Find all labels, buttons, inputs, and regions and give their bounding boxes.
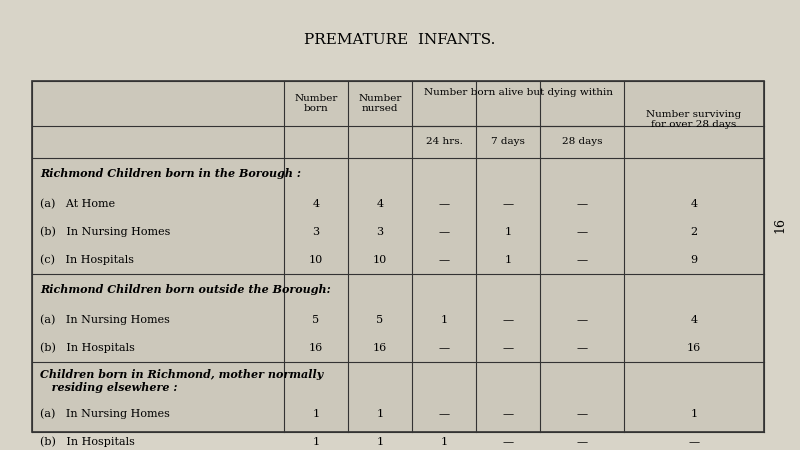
Text: 10: 10 bbox=[309, 255, 323, 265]
Text: 16: 16 bbox=[774, 217, 786, 233]
Text: 1: 1 bbox=[441, 437, 447, 447]
Text: (b)   In Hospitals: (b) In Hospitals bbox=[40, 342, 135, 353]
Text: 9: 9 bbox=[690, 255, 698, 265]
Text: —: — bbox=[577, 227, 587, 237]
Text: 16: 16 bbox=[687, 343, 701, 353]
Text: —: — bbox=[502, 409, 514, 419]
Text: (c)   In Hospitals: (c) In Hospitals bbox=[40, 254, 134, 265]
Text: 5: 5 bbox=[377, 315, 383, 325]
Text: 1: 1 bbox=[377, 437, 383, 447]
Text: —: — bbox=[438, 199, 450, 209]
Text: (a)   In Nursing Homes: (a) In Nursing Homes bbox=[40, 315, 170, 325]
Text: 16: 16 bbox=[373, 343, 387, 353]
Text: (b)   In Hospitals: (b) In Hospitals bbox=[40, 436, 135, 447]
Text: 3: 3 bbox=[313, 227, 319, 237]
Text: —: — bbox=[502, 343, 514, 353]
Text: 4: 4 bbox=[377, 199, 383, 209]
Text: 1: 1 bbox=[377, 409, 383, 419]
Text: Number
born: Number born bbox=[294, 94, 338, 113]
Text: Number
nursed: Number nursed bbox=[358, 94, 402, 113]
Text: Richmond Children born outside the Borough:: Richmond Children born outside the Borou… bbox=[40, 284, 330, 295]
Text: (b)   In Nursing Homes: (b) In Nursing Homes bbox=[40, 226, 170, 237]
Text: 4: 4 bbox=[690, 315, 698, 325]
Text: —: — bbox=[502, 437, 514, 447]
Text: —: — bbox=[577, 343, 587, 353]
Text: —: — bbox=[502, 199, 514, 209]
Text: 1: 1 bbox=[313, 409, 319, 419]
Text: —: — bbox=[438, 343, 450, 353]
Text: Richmond Children born in the Borough :: Richmond Children born in the Borough : bbox=[40, 168, 301, 179]
Text: 16: 16 bbox=[309, 343, 323, 353]
Text: 1: 1 bbox=[505, 227, 511, 237]
Text: —: — bbox=[577, 255, 587, 265]
Text: —: — bbox=[689, 437, 699, 447]
Text: 1: 1 bbox=[313, 437, 319, 447]
Text: 10: 10 bbox=[373, 255, 387, 265]
Text: 1: 1 bbox=[690, 409, 698, 419]
Text: (a)   In Nursing Homes: (a) In Nursing Homes bbox=[40, 409, 170, 419]
Bar bbox=[32, 81, 764, 432]
Text: 24 hrs.: 24 hrs. bbox=[426, 137, 462, 146]
Text: —: — bbox=[577, 409, 587, 419]
Text: 1: 1 bbox=[441, 315, 447, 325]
Text: 3: 3 bbox=[377, 227, 383, 237]
Text: 28 days: 28 days bbox=[562, 137, 602, 146]
Text: 1: 1 bbox=[505, 255, 511, 265]
Text: Number surviving
for over 28 days: Number surviving for over 28 days bbox=[646, 109, 742, 129]
Text: 5: 5 bbox=[313, 315, 319, 325]
Text: —: — bbox=[577, 315, 587, 325]
Text: —: — bbox=[438, 227, 450, 237]
Text: Number born alive but dying within: Number born alive but dying within bbox=[423, 88, 613, 97]
Text: —: — bbox=[438, 409, 450, 419]
Text: (a)   At Home: (a) At Home bbox=[40, 199, 115, 209]
Text: —: — bbox=[438, 255, 450, 265]
Text: Children born in Richmond, mother normally
   residing elsewhere :: Children born in Richmond, mother normal… bbox=[40, 369, 323, 393]
Text: PREMATURE  INFANTS.: PREMATURE INFANTS. bbox=[304, 33, 496, 48]
Text: 7 days: 7 days bbox=[491, 137, 525, 146]
Text: 2: 2 bbox=[690, 227, 698, 237]
Text: —: — bbox=[502, 315, 514, 325]
Text: 4: 4 bbox=[313, 199, 319, 209]
Text: —: — bbox=[577, 199, 587, 209]
Text: —: — bbox=[577, 437, 587, 447]
Text: 4: 4 bbox=[690, 199, 698, 209]
